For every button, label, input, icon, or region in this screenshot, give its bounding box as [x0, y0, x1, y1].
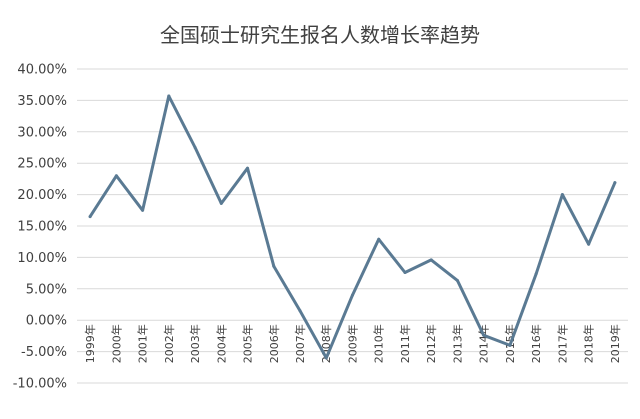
data-point: [403, 270, 407, 274]
y-tick-label: 5.00%: [26, 282, 67, 297]
data-point: [298, 309, 302, 313]
x-tick-label: 2004年: [214, 324, 228, 363]
data-point: [272, 264, 276, 268]
data-point: [429, 258, 433, 262]
data-point: [193, 146, 197, 149]
y-tick-label: -10.00%: [13, 377, 67, 392]
data-point: [377, 237, 381, 241]
data-point: [508, 343, 512, 347]
y-tick-label: 40.00%: [17, 63, 67, 78]
gridlines: [77, 68, 628, 384]
x-tick-label: 2003年: [188, 324, 202, 363]
data-point: [246, 166, 250, 170]
y-tick-label: 15.00%: [17, 220, 67, 235]
x-tick-label: 2012年: [424, 324, 438, 363]
data-point: [324, 356, 328, 360]
x-tick-label: 2000年: [109, 324, 123, 363]
y-tick-label: -5.00%: [21, 345, 67, 360]
x-tick-label: 2005年: [241, 324, 255, 363]
x-tick-label: 2010年: [372, 324, 386, 363]
series-layer: [88, 94, 617, 360]
data-point: [351, 293, 354, 297]
series-line: [88, 94, 617, 360]
x-tick-label: 2009年: [346, 324, 360, 363]
x-tick-label: 2006年: [267, 324, 281, 363]
x-tick-label: 2019年: [608, 324, 622, 363]
y-tick-label: 20.00%: [17, 188, 67, 203]
data-point: [141, 208, 145, 212]
y-tick-label: 10.00%: [17, 251, 67, 266]
y-tick-label: 30.00%: [17, 125, 67, 140]
x-tick-label: 2001年: [136, 324, 150, 363]
x-tick-label: 2014年: [477, 324, 491, 363]
chart-title: 全国硕士研究生报名人数增长率趋势: [160, 23, 480, 47]
data-point: [560, 193, 564, 197]
y-tick-label: 35.00%: [17, 94, 67, 109]
x-tick-label: 2016年: [529, 324, 543, 363]
x-tick-label: 2002年: [162, 324, 176, 363]
data-point: [88, 215, 92, 219]
data-point: [587, 242, 591, 246]
x-axis-ticks: 1999年 2000年 2001年 2002年 2003年 2004年 2005年 2006年…: [83, 324, 622, 363]
x-tick-label: 1999年: [83, 324, 97, 363]
x-tick-label: 2011年: [398, 324, 412, 363]
data-point: [534, 272, 538, 276]
y-tick-label: 0.00%: [26, 314, 67, 329]
y-tick-label: 25.00%: [17, 157, 67, 172]
y-axis-ticks: -10.00% -5.00% 0.00% 5.00% 10.00% 15.00% 20.00…: [13, 63, 67, 392]
x-tick-label: 2018年: [582, 324, 596, 363]
data-point: [455, 279, 459, 283]
data-point: [482, 333, 486, 337]
data-point: [219, 201, 223, 205]
data-point: [114, 174, 118, 178]
data-point: [167, 94, 171, 98]
x-tick-label: 2017年: [555, 324, 569, 363]
x-tick-label: 2007年: [293, 324, 307, 363]
data-point: [613, 181, 617, 185]
x-tick-label: 2013年: [450, 324, 464, 363]
